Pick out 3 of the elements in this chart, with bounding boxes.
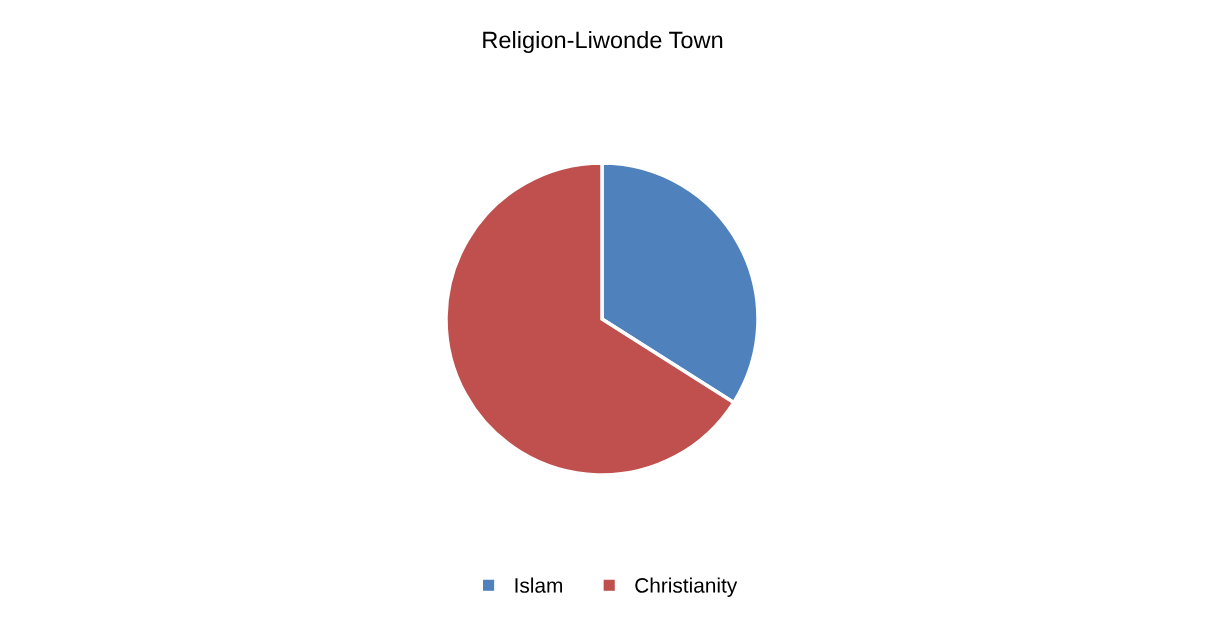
legend-label: Islam — [515, 577, 562, 593]
legend-label: Christianity — [635, 577, 738, 597]
chart-title: Religion-Liwonde Town — [483, 31, 723, 53]
